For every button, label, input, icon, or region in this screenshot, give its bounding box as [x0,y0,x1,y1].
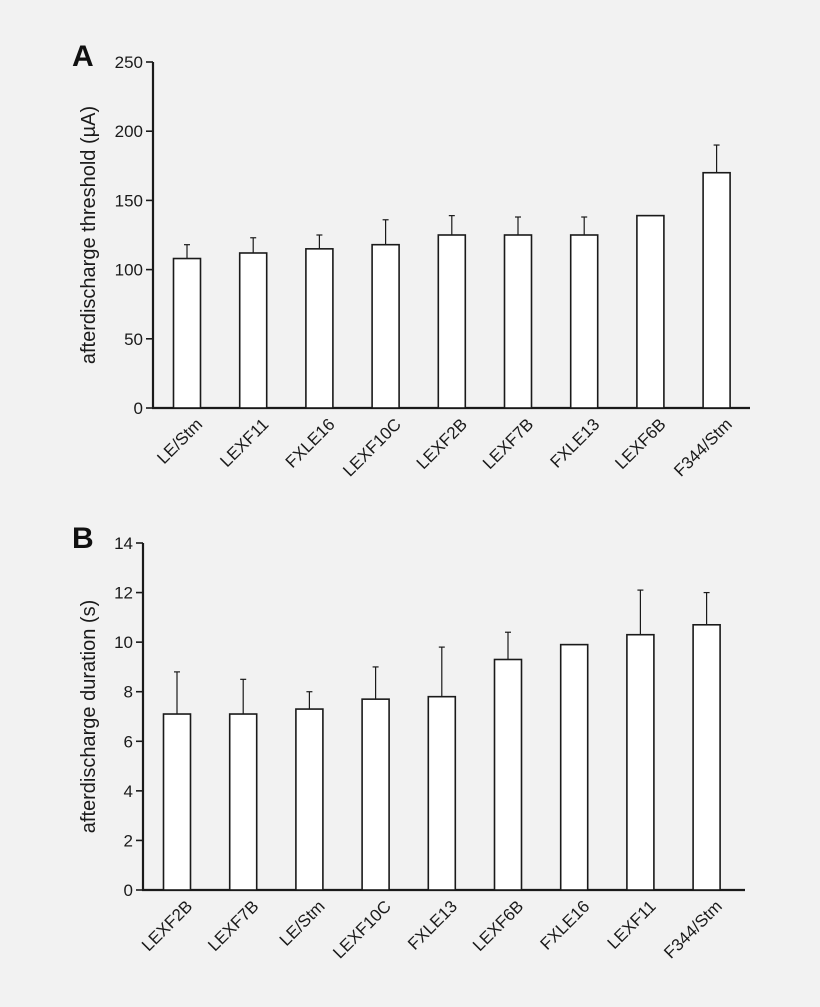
x-tick-label-b-7: LEXF11 [604,897,660,953]
y-tick-label-b: 8 [124,683,133,702]
chart-panel-b: 0 2 4 6 8 10 12 14 afterdischarge duration (s) LE… [78,534,745,962]
bar-b-4 [427,695,457,891]
x-tick-label-b-1: LEXF7B [204,897,262,955]
bar-a-4 [437,234,467,409]
bar-b-2 [295,708,324,891]
bar-a-7 [636,214,665,409]
y-tick-label-b: 0 [124,881,133,900]
x-tick-label-a-3: LEXF10C [339,415,405,481]
y-tick-label-b: 4 [124,782,133,801]
bar-b-7 [626,633,655,891]
bar-b-0 [162,713,192,891]
y-axis-title-b: afterdischarge duration (s) [78,600,100,833]
y-tick-label-a: 250 [115,53,143,72]
bar-a-6 [569,234,599,409]
y-tick-label-b: 6 [124,732,133,751]
x-tick-label-b-5: LEXF6B [469,897,527,955]
bar-a-0 [172,257,202,409]
x-tick-label-b-8: F344/Stm [660,897,726,963]
bar-a-8 [702,171,731,409]
x-tick-label-a-8: F344/Stm [670,415,736,481]
x-tick-label-b-0: LEXF2B [138,897,196,955]
chart-panel-a: 0 50 100 150 200 250 afterdischarge threshold … [78,53,750,480]
bar-b-1 [228,713,258,891]
y-tick-label-b: 10 [114,633,133,652]
panel-letter-b: B [72,522,94,555]
bar-a-3 [371,243,400,409]
y-tick-label-a: 100 [115,261,143,280]
y-tick-label-a: 0 [134,399,143,418]
x-tick-label-a-2: FXLE16 [282,415,339,472]
y-tick-label-a: 150 [115,191,143,210]
y-tick-label-b: 12 [114,584,133,603]
bar-b-5 [493,658,523,891]
bar-b-3 [361,698,390,891]
bar-a-1 [238,252,268,409]
bar-b-6 [559,643,589,891]
y-tick-label-a: 50 [124,330,143,349]
bar-a-5 [503,234,533,409]
panel-letter-a: A [72,40,94,73]
bar-a-2 [305,248,334,409]
y-tick-label-a: 200 [115,122,143,141]
y-axis-title-a: afterdischarge threshold (µA) [78,106,100,364]
y-tick-label-b: 14 [114,534,133,553]
x-tick-label-a-0: LE/Stm [153,415,206,468]
x-tick-label-b-2: LE/Stm [276,897,329,950]
y-tick-label-b: 2 [124,831,133,850]
x-tick-label-a-1: LEXF11 [216,415,272,471]
x-tick-label-a-6: FXLE13 [547,415,604,472]
x-tick-label-a-4: LEXF2B [413,415,471,473]
x-tick-label-b-3: LEXF10C [329,897,395,963]
x-tick-label-b-4: FXLE13 [404,897,461,954]
x-tick-label-b-6: FXLE16 [537,897,594,954]
bar-b-8 [692,623,721,891]
x-tick-label-a-5: LEXF7B [479,415,537,473]
x-tick-label-a-7: LEXF6B [611,415,669,473]
